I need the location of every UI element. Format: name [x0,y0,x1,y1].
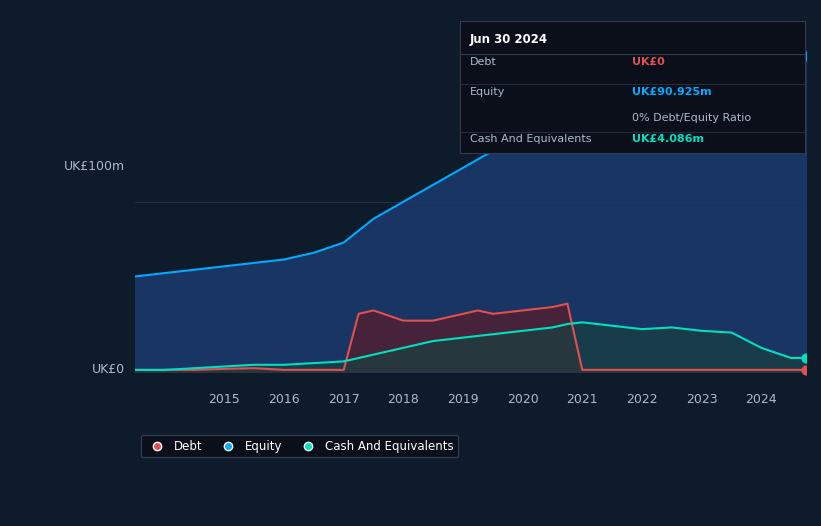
Point [800,52,813,60]
Text: UK£100m: UK£100m [64,160,125,173]
Text: UK£4.086m: UK£4.086m [632,134,704,144]
Text: UK£0: UK£0 [632,57,665,67]
Point [800,354,813,362]
Text: 0% Debt/Equity Ratio: 0% Debt/Equity Ratio [632,113,751,123]
Legend: Debt, Equity, Cash And Equivalents: Debt, Equity, Cash And Equivalents [141,435,458,458]
Text: Jun 30 2024: Jun 30 2024 [470,33,548,46]
Text: UK£0: UK£0 [92,362,125,376]
Text: Equity: Equity [470,87,506,97]
Point [800,366,813,374]
Text: UK£90.925m: UK£90.925m [632,87,712,97]
Text: Debt: Debt [470,57,497,67]
Text: Cash And Equivalents: Cash And Equivalents [470,134,592,144]
